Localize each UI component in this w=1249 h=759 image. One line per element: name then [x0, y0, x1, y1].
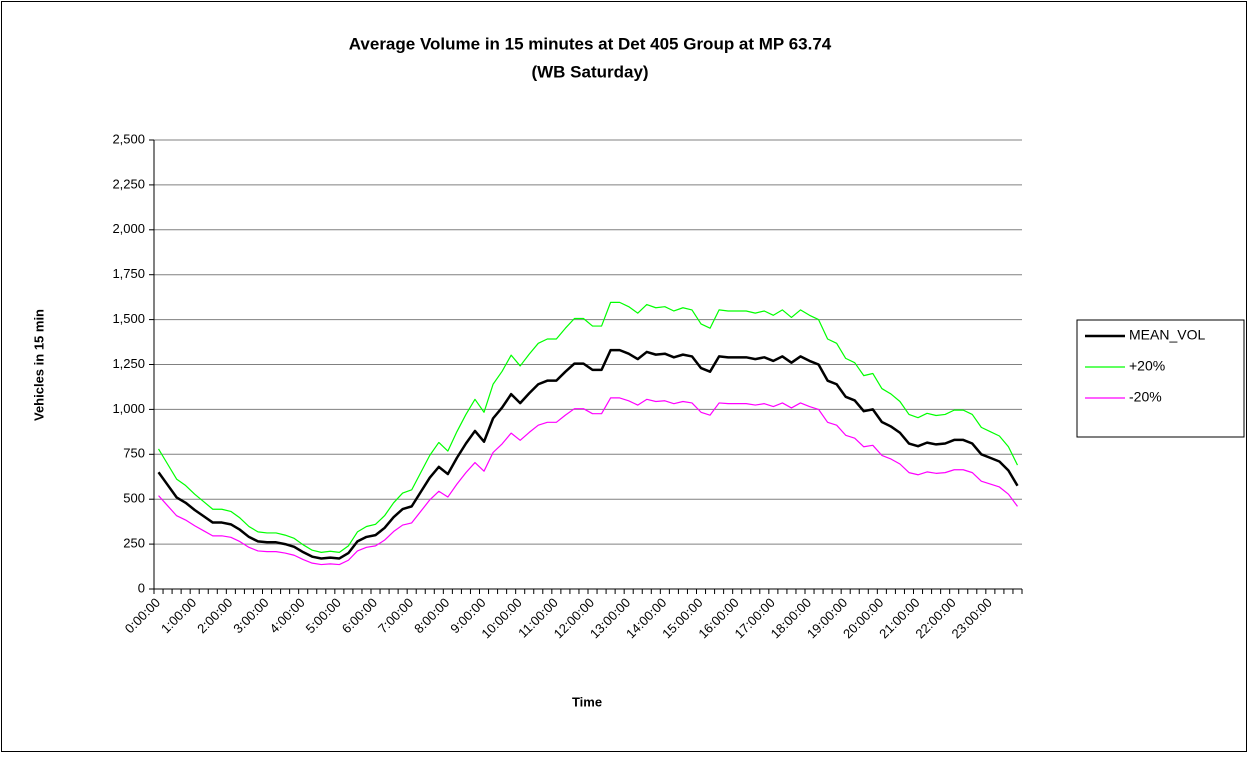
legend-label: +20%	[1129, 358, 1165, 374]
legend-label: MEAN_VOL	[1129, 327, 1205, 343]
y-tick-label: 1,250	[112, 356, 145, 371]
y-axis-label: Vehicles in 15 min	[31, 309, 46, 421]
y-tick-label: 1,750	[112, 266, 145, 281]
y-tick-label: 1,500	[112, 311, 145, 326]
legend-box	[1076, 319, 1245, 438]
y-tick-label: 2,500	[112, 131, 145, 146]
y-tick-label: 1,000	[112, 401, 145, 416]
y-tick-label: 2,000	[112, 221, 145, 236]
series-line	[158, 397, 1018, 566]
series-line	[157, 348, 1019, 560]
chart-title: Average Volume in 15 minutes at Det 405 …	[349, 34, 832, 53]
y-tick-label: 0	[138, 580, 145, 595]
y-tick-label: 250	[123, 536, 145, 551]
y-tick-label: 500	[123, 491, 145, 506]
series-line	[158, 301, 1019, 553]
legend-label: -20%	[1129, 389, 1162, 405]
y-tick-label: 750	[123, 446, 145, 461]
chart-subtitle: (WB Saturday)	[531, 62, 648, 81]
y-tick-label: 2,250	[112, 176, 145, 191]
x-axis-label: Time	[572, 694, 602, 709]
